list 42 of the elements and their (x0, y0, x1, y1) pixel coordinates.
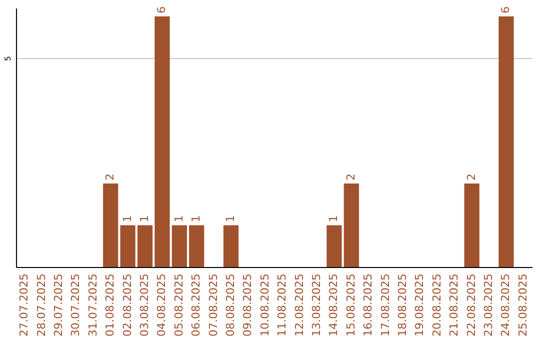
data-label: 2 (464, 173, 478, 180)
x-tick-label: 03.08.2025 (138, 274, 151, 336)
x-tick-label: 21.08.2025 (448, 274, 461, 336)
x-tick-label: 18.08.2025 (396, 274, 409, 336)
x-tick-label: 15.08.2025 (344, 274, 358, 336)
x-tick-label: 16.08.2025 (362, 274, 375, 336)
x-tick-label: 13.08.2025 (310, 274, 323, 336)
x-tick-label: 20.08.2025 (430, 274, 444, 336)
x-tick-label: 01.08.2025 (104, 274, 117, 336)
data-label: 1 (190, 215, 203, 222)
data-label: 1 (327, 215, 340, 222)
x-tick-label: 19.08.2025 (413, 274, 426, 336)
data-label: 1 (172, 215, 186, 222)
y-tick-label: 5 (4, 56, 12, 62)
x-tick-label: 23.08.2025 (482, 274, 495, 336)
x-tick-label: 11.08.2025 (276, 274, 289, 336)
x-tick-label: 02.08.2025 (120, 274, 134, 336)
x-tick-label: 30.07.2025 (69, 274, 82, 336)
data-label: 1 (138, 215, 151, 222)
x-tick-label: 31.07.2025 (86, 274, 100, 336)
x-tick-label: 22.08.2025 (464, 274, 478, 336)
x-tick-label: 27.07.2025 (18, 274, 31, 336)
x-tick-label: 24.08.2025 (499, 274, 512, 336)
x-tick-label: 17.08.2025 (378, 274, 392, 336)
x-tick-label: 14.08.2025 (327, 274, 340, 336)
x-tick-label: 09.08.2025 (241, 274, 254, 336)
x-tick-label: 28.07.2025 (34, 274, 48, 336)
data-label: 6 (499, 6, 512, 14)
data-label: 2 (344, 173, 358, 180)
x-tick-label: 04.08.2025 (155, 274, 168, 336)
data-label: 1 (224, 215, 237, 222)
x-tick-label: 08.08.2025 (224, 274, 237, 336)
x-tick-label: 29.07.2025 (52, 274, 65, 336)
x-tick-label: 06.08.2025 (190, 274, 203, 336)
x-tick-label: 25.08.2025 (516, 274, 530, 336)
x-tick-label: 10.08.2025 (258, 274, 272, 336)
data-label: 2 (104, 173, 117, 180)
data-label: 6 (155, 6, 168, 14)
x-tick-label: 05.08.2025 (172, 274, 186, 336)
x-tick-label: 07.08.2025 (206, 274, 220, 336)
x-tick-label: 12.08.2025 (292, 274, 306, 336)
data-label: 1 (120, 215, 134, 222)
